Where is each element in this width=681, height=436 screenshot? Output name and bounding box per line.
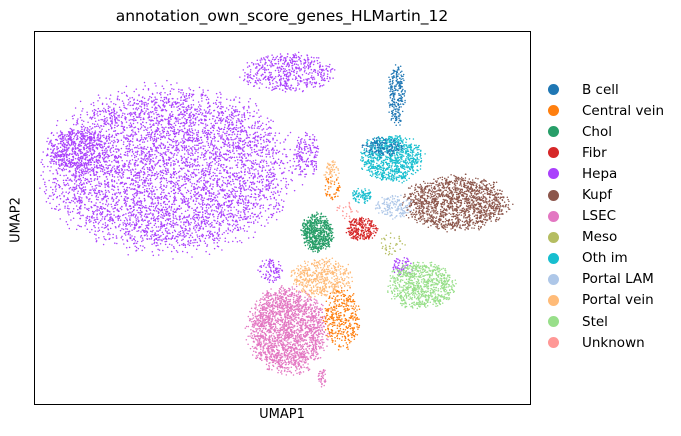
legend-marker	[548, 147, 559, 159]
cluster-portal-vein	[290, 257, 354, 298]
legend-item: Hepa	[548, 163, 664, 184]
legend-item: Stel	[548, 311, 664, 332]
legend-item: Oth im	[548, 248, 664, 269]
legend-label: Fibr	[582, 144, 607, 161]
cluster-hepa	[47, 125, 112, 177]
legend-label: Central vein	[582, 102, 665, 119]
cluster-fibr	[345, 216, 379, 241]
cluster-unknown	[336, 201, 359, 220]
legend-label: Stel	[582, 313, 608, 330]
cluster-portal-lam	[374, 194, 413, 220]
legend-item: LSEC	[548, 206, 664, 227]
legend-item: Portal LAM	[548, 269, 664, 290]
legend-marker	[548, 168, 559, 180]
legend-label: Unknown	[582, 334, 645, 351]
cluster-central-vein	[324, 176, 341, 201]
cluster-b-cell	[361, 136, 404, 158]
legend-marker	[548, 126, 559, 138]
legend-item: Fibr	[548, 142, 664, 163]
legend-marker	[548, 273, 559, 285]
legend-item: Unknown	[548, 332, 664, 353]
legend-label: Hepa	[582, 165, 618, 182]
legend-marker	[548, 252, 559, 264]
cluster-kupf	[401, 173, 514, 233]
legend-item: Chol	[548, 121, 664, 142]
legend-marker	[548, 294, 559, 306]
cluster-b-cell	[388, 64, 406, 127]
legend-marker	[548, 337, 559, 349]
scatter-points	[39, 51, 514, 388]
cluster-hepa	[239, 51, 336, 93]
legend-label: Portal vein	[582, 292, 654, 309]
x-axis-label: UMAP1	[259, 407, 305, 422]
legend-marker	[548, 84, 559, 96]
cluster-hepa	[257, 258, 284, 284]
legend-item: B cell	[548, 79, 664, 100]
legend-item: Portal vein	[548, 290, 664, 311]
legend-item: Kupf	[548, 184, 664, 205]
y-axis-label: UMAP2	[8, 197, 24, 243]
legend-label: Oth im	[582, 250, 628, 267]
cluster-stel	[387, 261, 457, 310]
cluster-portal-vein	[323, 160, 340, 184]
plot-area-frame	[34, 31, 531, 405]
chart-title: annotation_own_score_genes_HLMartin_12	[115, 7, 449, 25]
legend-item: Central vein	[548, 100, 664, 121]
legend-marker	[548, 210, 559, 222]
legend: B cell Central vein Chol Fibr Hepa Kupf LSEC Me…	[548, 79, 664, 353]
legend-marker	[548, 231, 559, 243]
cluster-lsec	[317, 369, 327, 388]
cluster-chol	[300, 211, 335, 254]
cluster-oth-im	[359, 134, 426, 184]
cluster-oth-im	[352, 187, 372, 204]
legend-marker	[548, 105, 559, 117]
legend-item: Meso	[548, 227, 664, 248]
legend-label: Kupf	[582, 187, 613, 204]
legend-label: Chol	[582, 123, 612, 140]
legend-label: B cell	[582, 81, 619, 98]
legend-label: LSEC	[582, 208, 617, 225]
cluster-meso	[380, 232, 406, 256]
legend-marker	[548, 316, 559, 328]
cluster-hepa	[39, 79, 304, 260]
legend-label: Meso	[582, 229, 618, 246]
legend-label: Portal LAM	[582, 271, 654, 288]
cluster-central-vein	[321, 287, 361, 351]
cluster-lsec	[244, 284, 331, 376]
cluster-hepa	[293, 131, 320, 178]
legend-marker	[548, 189, 559, 201]
